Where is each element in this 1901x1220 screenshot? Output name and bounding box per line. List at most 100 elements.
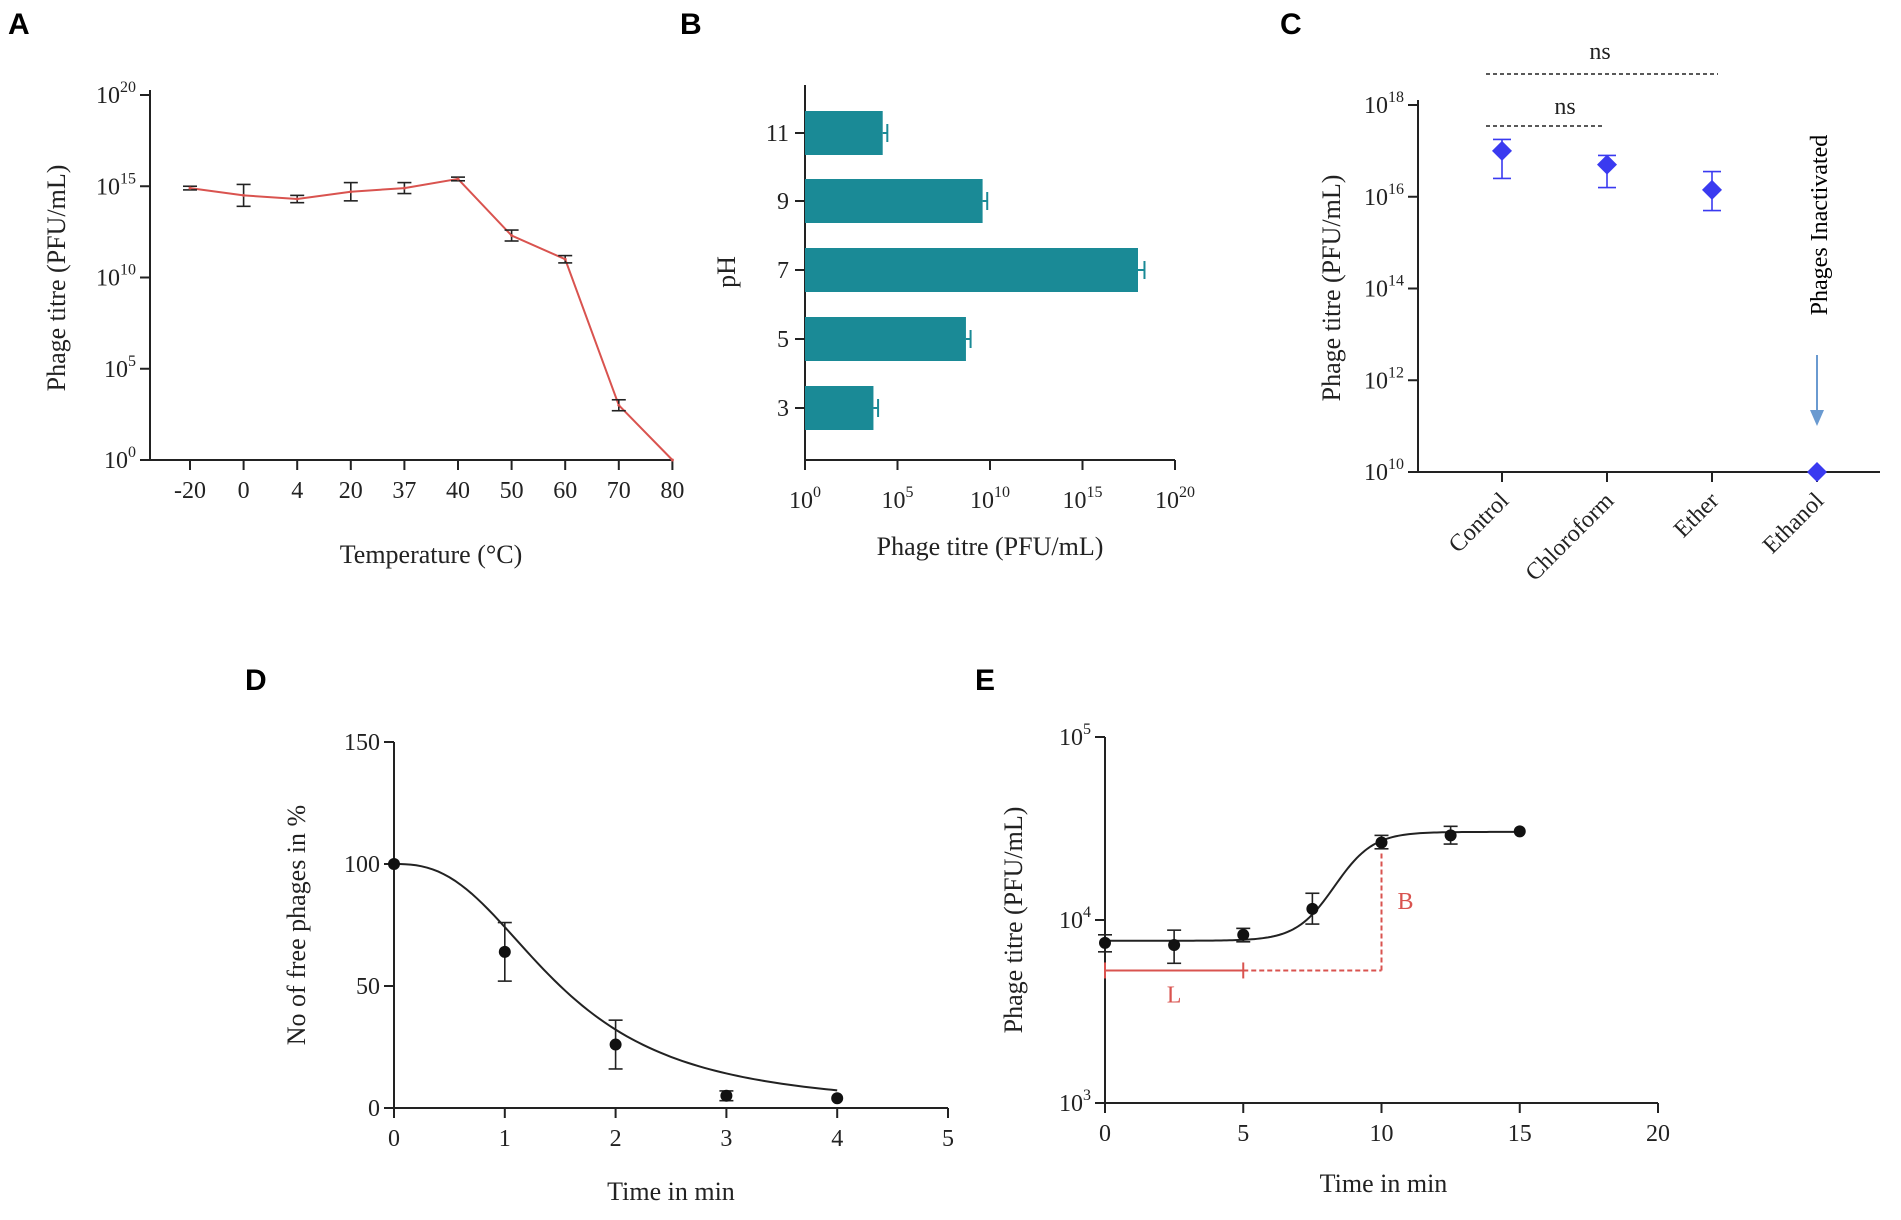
panel-label-d: D [245, 664, 267, 697]
y-axis-label: Phage titre (PFU/mL) [42, 165, 71, 392]
x-tick-label: 0 [238, 478, 250, 504]
data-point [1237, 928, 1250, 941]
inactivated-arrow-head [1810, 410, 1824, 426]
panel-label-b: B [680, 8, 702, 41]
data-point [1168, 939, 1181, 952]
bar [805, 386, 874, 430]
data-point [1099, 936, 1111, 949]
x-tick-label: 2 [610, 1126, 622, 1152]
x-tick-label: 70 [607, 478, 631, 504]
x-axis-label: Time in min [1320, 1169, 1448, 1198]
burst-label: B [1397, 889, 1413, 915]
y-tick-label: 105 [1059, 721, 1091, 751]
data-point [402, 186, 406, 190]
data-point [388, 858, 400, 870]
x-tick-label: 4 [291, 478, 303, 504]
data-point [242, 193, 246, 197]
x-tick-label: 50 [500, 478, 524, 504]
data-point [1597, 154, 1617, 175]
data-point [670, 458, 674, 462]
x-tick-label: 20 [1646, 1121, 1670, 1147]
x-axis-label: Phage titre (PFU/mL) [877, 532, 1104, 561]
x-tick-label: 3 [720, 1126, 732, 1152]
data-point [831, 1092, 844, 1105]
x-tick-label: 0 [1099, 1121, 1111, 1147]
sig-label-long: ns [1589, 39, 1610, 65]
x-tick-label: 37 [392, 478, 416, 504]
x-tick-label: 1020 [1155, 484, 1195, 514]
sig-label-short: ns [1554, 94, 1575, 120]
x-tick-label: 10 [1370, 1121, 1394, 1147]
x-tick-label: 100 [789, 484, 821, 514]
data-point [1513, 825, 1526, 838]
x-tick-label: 1015 [1063, 484, 1103, 514]
data-point [1444, 829, 1457, 842]
y-tick-label: 1014 [1364, 273, 1404, 303]
panel-label-a: A [8, 8, 30, 41]
data-point [510, 234, 514, 238]
y-tick-label: 104 [1059, 904, 1091, 934]
data-point [1807, 462, 1827, 482]
chart-a-temperature: 100 105 1010 1015 1020 -20 0 4 20 37 40 50 60 70 80 Tem… [42, 79, 684, 569]
x-tick-label: Chloroform [1521, 488, 1620, 587]
data-point [498, 945, 511, 958]
y-tick-label: 0 [368, 1096, 380, 1122]
panel-label-e: E [975, 664, 995, 697]
data-point [563, 257, 567, 261]
y-tick-label: 1020 [96, 79, 136, 109]
y-tick-label: 150 [344, 730, 380, 756]
x-tick-label: 1 [499, 1126, 511, 1152]
data-point [609, 1038, 622, 1051]
bar [805, 179, 983, 223]
data-point [1306, 902, 1319, 915]
y-axis-label: No of free phages in % [282, 805, 311, 1045]
y-tick-label: 3 [777, 396, 789, 422]
x-tick-label: Ether [1669, 488, 1724, 543]
data-point [456, 177, 460, 181]
y-tick-label: 1012 [1364, 364, 1404, 394]
y-tick-label: 1018 [1364, 89, 1404, 119]
y-tick-label: 9 [777, 189, 789, 215]
x-tick-label: Control [1444, 488, 1514, 558]
x-tick-label: -20 [174, 478, 206, 504]
x-tick-label: 0 [388, 1126, 400, 1152]
series-line [189, 177, 674, 461]
x-tick-label: 80 [660, 478, 684, 504]
chart-c-solvents: 1010 1012 1014 1016 1018 Control Chloroform Eth… [1317, 39, 1880, 586]
y-tick-label: 105 [104, 353, 136, 383]
x-tick-label: 60 [553, 478, 577, 504]
y-tick-label: 5 [777, 327, 789, 353]
x-tick-label: 105 [882, 484, 914, 514]
x-tick-label: 40 [446, 478, 470, 504]
y-tick-label: 103 [1059, 1087, 1091, 1117]
data-point [1492, 140, 1512, 161]
y-axis-label: pH [712, 256, 741, 288]
x-tick-label: 5 [942, 1126, 954, 1152]
y-axis-label: Phage titre (PFU/mL) [999, 807, 1028, 1034]
data-point [617, 403, 621, 407]
x-axis-label: Time in min [607, 1177, 735, 1206]
bar [805, 111, 883, 155]
data-point [1375, 836, 1388, 849]
x-axis-label: Temperature (°C) [340, 540, 523, 569]
y-tick-label: 1016 [1364, 181, 1404, 211]
latent-label: L [1167, 982, 1182, 1008]
chart-d-adsorption: 0 50 100 150 0 1 2 3 4 5 Time in min No of free pha… [282, 730, 954, 1206]
y-tick-label: 7 [777, 258, 789, 284]
x-tick-label: 5 [1237, 1121, 1249, 1147]
x-tick-label: 4 [831, 1126, 843, 1152]
y-tick-label: 100 [344, 852, 380, 878]
x-tick-label: 15 [1508, 1121, 1532, 1147]
bar [805, 248, 1138, 292]
panel-label-c: C [1280, 8, 1302, 41]
data-point [1702, 179, 1722, 200]
data-point [720, 1089, 733, 1102]
inactivated-label: Phages Inactivated [1807, 135, 1833, 316]
x-tick-label: Ethanol [1758, 488, 1829, 559]
data-point [349, 190, 353, 194]
x-tick-label: 1010 [970, 484, 1010, 514]
y-tick-label: 1010 [96, 262, 136, 292]
chart-b-ph: 100 105 1010 1015 1020 3 5 7 9 11 Phage titre (PFU… [712, 85, 1195, 561]
data-point [188, 186, 192, 190]
